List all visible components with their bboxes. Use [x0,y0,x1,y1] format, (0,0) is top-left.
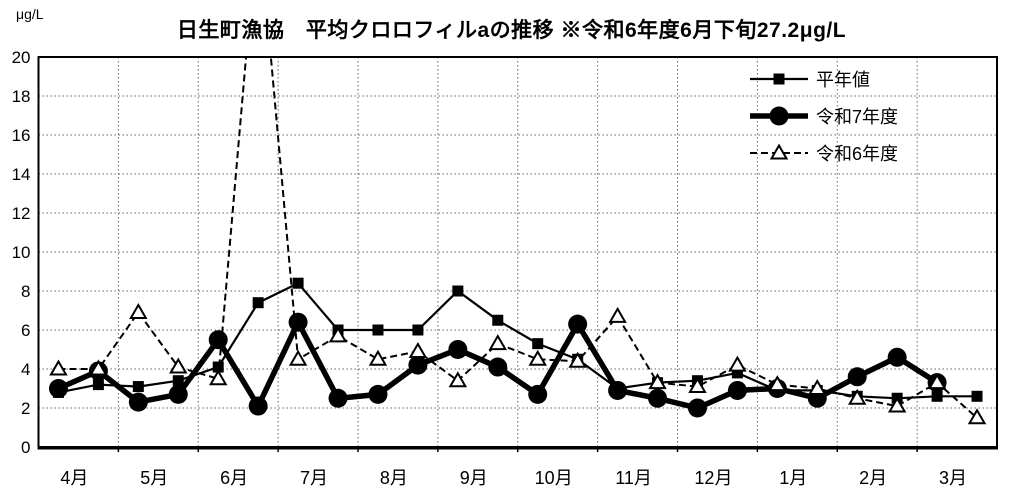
series-0-marker-23 [931,390,943,402]
series-0-marker-4 [172,375,184,387]
series-2-marker-16 [648,373,667,390]
series-0-marker-12 [492,314,504,326]
series-2-marker-18 [728,355,747,372]
chart-title: 日生町漁協 平均クロロフィルaの推移 ※令和6年度6月下旬27.2μg/L [176,19,847,42]
legend: 平年値 令和7年度 令和6年度 [748,60,898,171]
series-1-marker-11 [448,340,468,359]
series-1-marker-1 [48,379,68,398]
series-0-marker-13 [532,338,544,350]
y-tick-label-12: 12 [12,204,31,223]
series-0-marker-5 [212,361,224,373]
series-1-marker-5 [208,330,228,350]
series-0-marker-24 [971,390,983,402]
series-0-marker-18 [731,367,743,379]
series-2-marker-11 [448,371,468,388]
series-0-marker-2 [92,379,104,391]
y-tick-label-14: 14 [12,165,31,184]
series-2-marker-20 [808,378,827,395]
series-1-marker-16 [648,388,668,408]
series-1-marker-13 [528,384,548,404]
legend-label: 令和7年度 [816,106,899,127]
series-1-marker-8 [328,388,348,408]
series-2-marker-15 [608,306,627,323]
legend-item-reiwa6: 令和6年度 [748,134,898,171]
series-2-marker-10 [408,341,428,358]
series-0-marker-11 [452,285,464,297]
series-0-marker-6 [252,297,264,309]
x-tick-label-1: 4月 [60,468,88,488]
series-1-marker-12 [488,357,508,377]
series-2-marker-12 [488,334,508,351]
series-1-marker-14 [568,314,588,334]
series-0-marker-10 [412,324,424,336]
series-1-marker-9 [368,384,388,404]
y-axis-unit-label: μg/L [16,6,44,22]
y-tick-label-0: 0 [21,438,30,457]
x-tick-label-2: 5月 [140,468,168,488]
x-tick-label-5: 8月 [380,468,408,488]
series-2-marker-22 [887,396,907,413]
series-2-line [58,57,978,419]
series-1-marker-21 [847,367,867,387]
series-2-marker-17 [688,377,707,394]
series-2-marker-24 [967,408,987,425]
series-1-group [48,312,947,418]
legend-marker-sample-2 [769,142,789,159]
legend-marker-sample-1 [769,106,789,125]
y-tick-label-18: 18 [12,87,31,106]
series-0-marker-7 [292,277,304,289]
y-tick-label-16: 16 [12,126,31,145]
y-tick-label-6: 6 [21,321,30,340]
series-2-marker-21 [847,388,867,405]
x-tick-label-12: 3月 [939,468,967,488]
series-1-marker-15 [608,380,628,400]
x-tick-label-8: 11月 [615,468,652,488]
series-2-marker-19 [768,375,787,392]
series-2-marker-1 [49,359,68,376]
series-2-marker-4 [169,357,188,374]
legend-item-heinen: 平年値 [748,60,898,97]
series-2-marker-7 [288,349,308,366]
y-tick-label-20: 20 [12,48,31,67]
series-2-marker-5 [208,369,228,386]
series-1-marker-22 [887,347,907,367]
series-1-marker-10 [408,355,428,375]
series-2-marker-2 [89,359,108,376]
series-2-marker-9 [368,349,388,366]
series-1-marker-6 [248,396,268,416]
y-tick-label-2: 2 [21,399,30,418]
legend-label: 令和6年度 [816,143,899,164]
series-0-marker-9 [372,324,384,336]
legend-marker-open-triangle-icon [750,142,808,159]
series-2-marker-8 [328,326,348,343]
series-2-marker-13 [528,349,547,366]
series-1-marker-4 [168,384,188,404]
legend-marker-filled-circle-icon [750,106,808,125]
series-2-marker-3 [129,302,148,319]
series-2-marker-14 [568,351,587,368]
legend-item-reiwa7: 令和7年度 [748,97,898,134]
x-tick-label-9: 12月 [694,468,732,488]
x-tick-label-7: 10月 [535,468,573,488]
x-tick-label-3: 6月 [220,468,248,488]
y-tick-label-8: 8 [21,282,30,301]
series-1-marker-3 [128,392,148,412]
y-tick-label-4: 4 [21,360,30,379]
legend-label: 平年値 [816,69,870,90]
series-2-group [49,57,987,425]
x-tick-label-10: 1月 [779,468,807,488]
legend-marker-filled-square-icon [750,73,808,84]
x-tick-label-11: 2月 [859,468,887,488]
series-0-marker-3 [132,381,144,393]
y-tick-label-10: 10 [12,243,31,262]
series-1-marker-18 [727,380,747,400]
series-2-marker-23 [927,373,947,390]
series-1-marker-17 [687,398,707,418]
series-1-marker-7 [288,312,308,332]
x-tick-label-4: 7月 [300,468,328,488]
legend-marker-sample-0 [773,73,785,84]
x-tick-label-6: 9月 [460,468,488,488]
